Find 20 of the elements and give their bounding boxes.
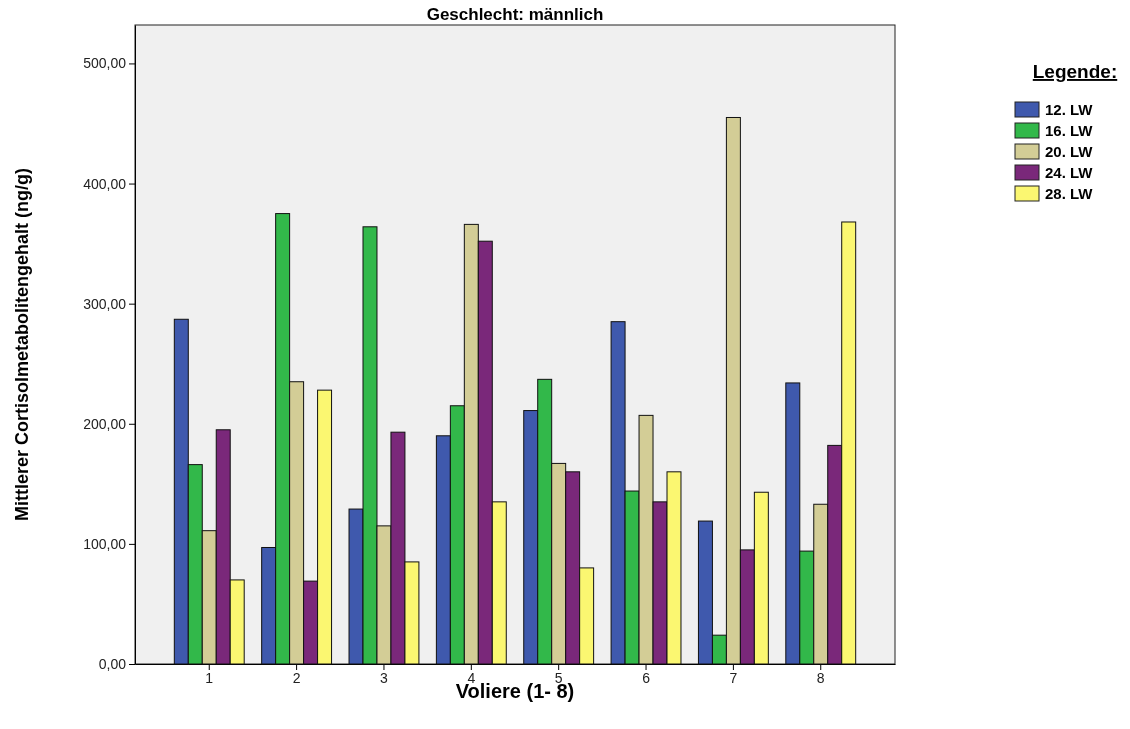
legend-label: 20. LW bbox=[1045, 143, 1094, 160]
y-tick-label: 100,00 bbox=[83, 535, 127, 552]
chart-title: Geschlecht: männlich bbox=[426, 5, 604, 24]
legend-label: 28. LW bbox=[1045, 185, 1094, 202]
legend-title: Legende: bbox=[1032, 61, 1118, 82]
x-tick-label: 1 bbox=[205, 669, 214, 686]
x-tick-label: 2 bbox=[292, 669, 301, 686]
legend-label: 16. LW bbox=[1045, 122, 1094, 139]
y-tick-label: 500,00 bbox=[83, 55, 127, 72]
y-tick-label: 300,00 bbox=[83, 295, 127, 312]
y-tick-label: 400,00 bbox=[83, 175, 127, 192]
x-tick-label: 7 bbox=[729, 669, 738, 686]
y-tick-label: 0,00 bbox=[98, 655, 127, 672]
x-tick-label: 8 bbox=[816, 669, 825, 686]
y-tick-label: 200,00 bbox=[83, 415, 127, 432]
y-axis-title: Mittlerer Cortisolmetabolitengehalt (ng/g) bbox=[12, 167, 32, 522]
x-tick-label: 6 bbox=[642, 669, 651, 686]
legend-label: 12. LW bbox=[1045, 101, 1094, 118]
legend-label: 24. LW bbox=[1045, 164, 1094, 181]
x-tick-label: 3 bbox=[380, 669, 389, 686]
